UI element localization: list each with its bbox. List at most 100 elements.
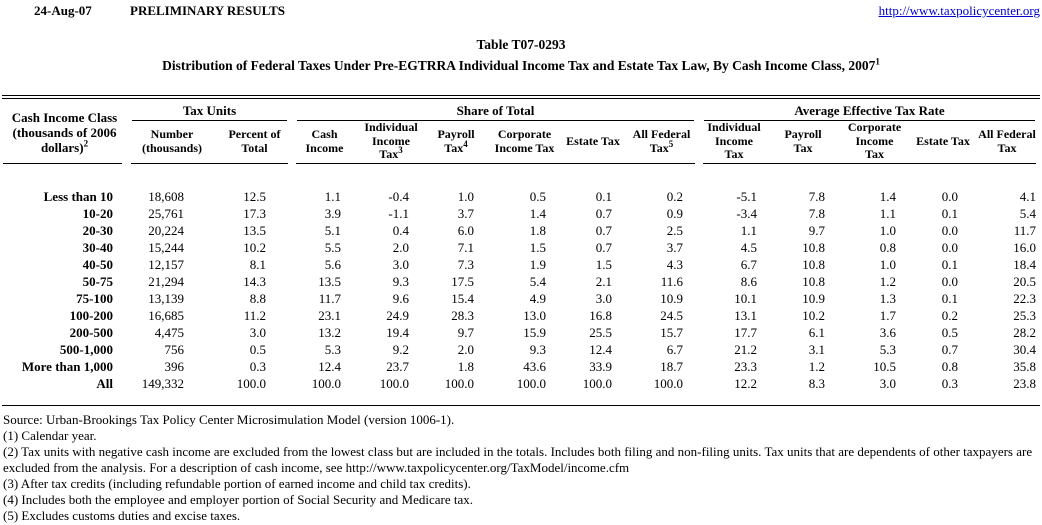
value-cell: 1.5 — [595, 257, 612, 272]
value-cell: 0.1 — [595, 189, 612, 204]
value-cell: 15.4 — [451, 291, 474, 306]
row-label: 40-50 — [82, 257, 113, 272]
value-cell: 23.3 — [734, 359, 757, 374]
value-cell: 5.4 — [1019, 206, 1036, 221]
value-cell: 2.0 — [392, 240, 409, 255]
value-cell: 13.2 — [318, 325, 341, 340]
value-cell: 35.8 — [1013, 359, 1036, 374]
value-cell: 100.0 — [516, 376, 546, 391]
value-cell: 9.7 — [457, 325, 474, 340]
column-header-number-thousands: Number (thousands) — [141, 127, 203, 155]
value-cell: 1.2 — [879, 274, 896, 289]
value-cell: 28.2 — [1013, 325, 1036, 340]
table-row-100-200: 100-200 16,685 11.2 23.1 24.9 28.3 13.0 16.8 24.… — [2, 307, 1040, 324]
value-cell: 12.2 — [734, 376, 757, 391]
group-header-share-of-total: Share of Total — [292, 103, 699, 121]
value-cell: 1.0 — [457, 189, 474, 204]
value-cell: 12.4 — [589, 342, 612, 357]
report-date: 24-Aug-07 — [34, 3, 92, 18]
value-cell: 1.1 — [740, 223, 757, 238]
row-label: 500-1,000 — [59, 342, 113, 357]
table-row-40-50: 40-50 12,157 8.1 5.6 3.0 7.3 1.9 1.5 4.3 6.7 10.8 1… — [2, 256, 1040, 273]
value-cell: 0.7 — [595, 223, 612, 238]
table-title-footnote-marker: 1 — [875, 56, 880, 67]
column-header-corporate-income-tax: Corporate Income Tax — [847, 120, 902, 162]
rule-seg-label-col — [3, 163, 122, 165]
value-cell: 1.5 — [529, 240, 546, 255]
value-cell: 21.2 — [734, 342, 757, 357]
value-cell: 10.2 — [243, 240, 266, 255]
value-cell: 7.1 — [457, 240, 474, 255]
group-header-average-effective-tax-rate: Average Effective Tax Rate — [699, 103, 1040, 121]
value-cell: 100.0 — [379, 376, 409, 391]
value-cell: 22.3 — [1013, 291, 1036, 306]
value-cell: 0.3 — [941, 376, 958, 391]
value-cell: 6.1 — [808, 325, 825, 340]
table-body: Less than 10 18,608 12.5 1.1 -0.4 1.0 0.5 0.1 0.… — [2, 165, 1040, 405]
value-cell: 3.9 — [324, 206, 341, 221]
value-cell: 0.2 — [666, 189, 683, 204]
table-row-all: All 149,332 100.0 100.0 100.0 100.0 100.0 100.0… — [2, 375, 1040, 392]
column-header-estate-tax: Estate Tax — [916, 133, 970, 148]
value-cell: 4,475 — [154, 325, 184, 340]
value-cell: 3.0 — [595, 291, 612, 306]
column-header-corporate-income-tax: Corporate Income Tax — [494, 127, 555, 155]
row-label: Less than 10 — [43, 189, 113, 204]
value-cell: 6.0 — [457, 223, 474, 238]
value-cell: 1.8 — [457, 359, 474, 374]
value-cell: -5.1 — [736, 189, 757, 204]
value-cell: 17.3 — [243, 206, 266, 221]
value-cell: 13,139 — [148, 291, 184, 306]
table-bottom-rule — [2, 405, 1040, 406]
value-cell: 6.7 — [740, 257, 757, 272]
row-header-line3: dollars) — [40, 139, 84, 155]
value-cell: 0.5 — [529, 189, 546, 204]
value-cell: 3.7 — [457, 206, 474, 221]
value-cell: 2.1 — [595, 274, 612, 289]
value-cell: 0.2 — [941, 308, 958, 323]
value-cell: 0.5 — [941, 325, 958, 340]
value-cell: 5.4 — [529, 274, 546, 289]
table-row-20-30: 20-30 20,224 13.5 5.1 0.4 6.0 1.8 0.7 2.5 1.1 9.7 1… — [2, 222, 1040, 239]
column-header-estate-tax: Estate Tax — [566, 133, 620, 148]
table-row-10-20: 10-20 25,761 17.3 3.9 -1.1 3.7 1.4 0.7 0.9 -3.4 7.… — [2, 205, 1040, 222]
rule-seg-tax-units — [131, 163, 288, 165]
value-cell: 100.0 — [444, 376, 474, 391]
value-cell: 7.8 — [808, 189, 825, 204]
value-cell: 0.0 — [941, 274, 958, 289]
column-header-cash-income: Cash Income — [305, 127, 344, 155]
value-cell: 11.2 — [243, 308, 266, 323]
rule-seg-share-of-total — [296, 163, 695, 165]
value-cell: 13.1 — [734, 308, 757, 323]
row-header-line1: Cash Income Class — [11, 109, 118, 125]
footnote-4: (4) Includes both the employee and emplo… — [3, 492, 474, 507]
value-cell: 0.1 — [941, 257, 958, 272]
value-cell: -0.4 — [388, 189, 409, 204]
footnote-3: (3) After tax credits (including refunda… — [3, 476, 471, 491]
value-cell: 16.8 — [589, 308, 612, 323]
taxpolicycenter-link[interactable]: http://www.taxpolicycenter.org — [878, 3, 1040, 18]
table-row-200-500: 200-500 4,475 3.0 13.2 19.4 9.7 15.9 25.5 15.7 17… — [2, 324, 1040, 341]
value-cell: 1.7 — [879, 308, 896, 323]
value-cell: 20.5 — [1013, 274, 1036, 289]
column-header-all-federal-tax: All Federal Tax5 — [632, 127, 691, 155]
value-cell: 9.2 — [392, 342, 409, 357]
value-cell: 43.6 — [523, 359, 546, 374]
value-cell: 23.7 — [386, 359, 409, 374]
source-line: Source: Urban-Brookings Tax Policy Cente… — [3, 412, 455, 427]
value-cell: 0.0 — [941, 240, 958, 255]
value-cell: 100.0 — [236, 376, 266, 391]
value-cell: 9.7 — [808, 223, 825, 238]
value-cell: 8.6 — [740, 274, 757, 289]
value-cell: 1.2 — [808, 359, 825, 374]
table-row-50-75: 50-75 21,294 14.3 13.5 9.3 17.5 5.4 2.1 11.6 8.6 1… — [2, 273, 1040, 290]
value-cell: 0.3 — [249, 359, 266, 374]
footnotes: Source: Urban-Brookings Tax Policy Cente… — [3, 412, 1039, 524]
value-cell: 10.9 — [802, 291, 825, 306]
value-cell: 1.9 — [529, 257, 546, 272]
top-bar: 24-Aug-07 PRELIMINARY RESULTS http://www… — [0, 3, 1042, 21]
value-cell: 756 — [164, 342, 185, 357]
row-label: 75-100 — [76, 291, 113, 306]
value-cell: 0.7 — [595, 206, 612, 221]
